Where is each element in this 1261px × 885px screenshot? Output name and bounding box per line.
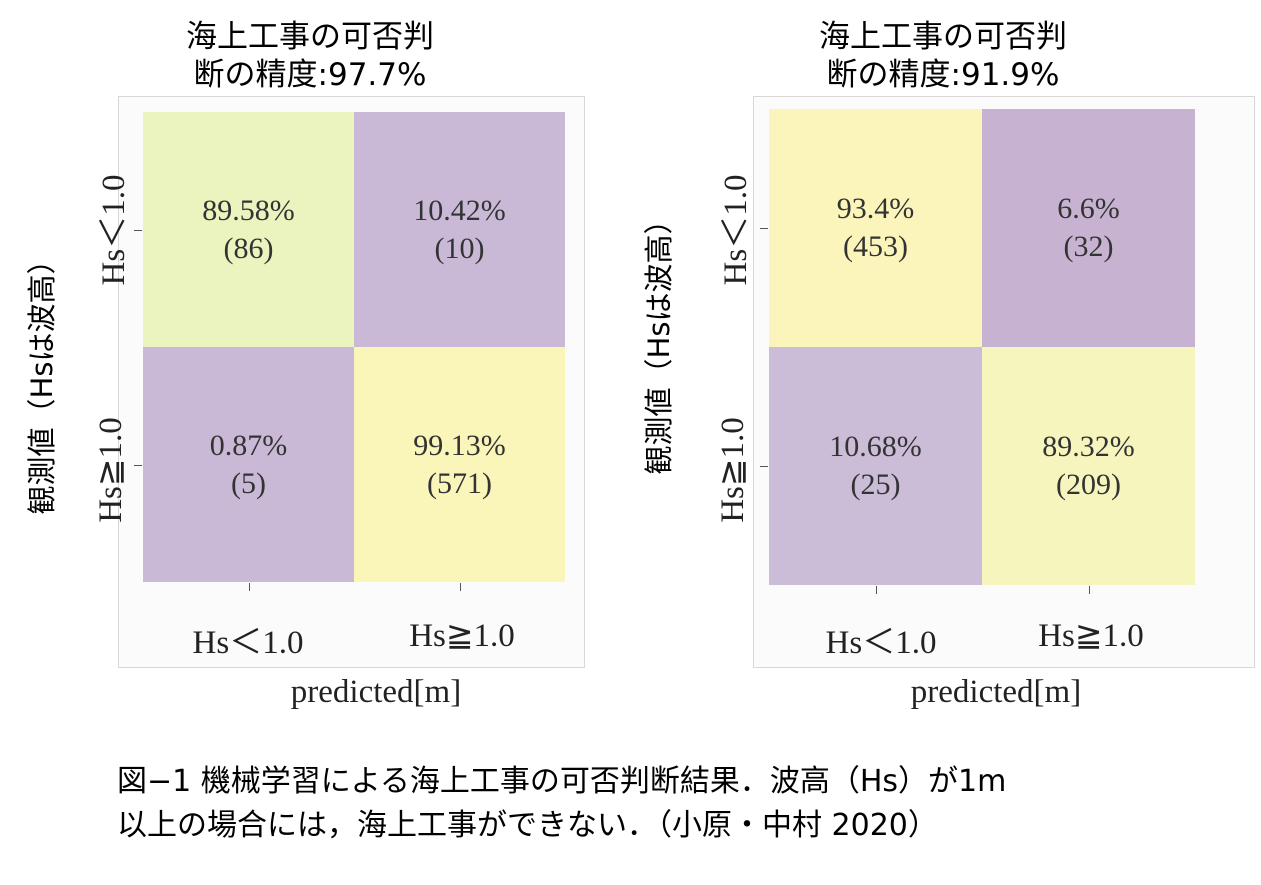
matrix-cell: 6.6% (32) [982,109,1195,347]
y-tick-mark [134,464,142,466]
x-tick-mark [459,583,461,591]
matrix-cell: 99.13% (571) [354,347,565,582]
matrix-cell: 93.4% (453) [769,109,982,347]
cell-percent-label: 6.6% [1057,192,1120,225]
y-tick-label: Hs＜1.0 [96,174,132,286]
y-axis-title: 観測値（Hsは波高） [642,205,676,475]
x-tick-label: Hs≧1.0 [409,618,515,654]
matrix-cell: 0.87% (5) [143,347,354,582]
y-tick-label: Hs≧1.0 [715,417,751,523]
y-tick-label: Hs≧1.0 [93,417,129,523]
cell-count-label: (25) [850,468,901,501]
figure-caption: 図−1 機械学習による海上工事の可否判断結果．波高（Hs）が1m 以上の場合には… [117,760,1247,848]
cell-percent-label: 10.68% [829,430,922,463]
cell-percent-label: 93.4% [836,192,915,225]
matrix-cell: 10.42% (10) [354,112,565,347]
cell-percent-label: 89.58% [202,193,295,227]
title-line: 海上工事の可否判 [819,19,1067,55]
matrix-cell: 89.58% (86) [143,112,354,347]
chart-title: 海上工事の可否判 断の精度:97.7% [0,18,620,94]
y-tick-label: Hs＜1.0 [718,174,754,286]
x-tick-label: Hs≧1.0 [1038,618,1144,654]
accuracy-line: 断の精度:97.7% [193,57,427,93]
matrix-cell: 10.68% (25) [769,347,982,585]
cell-percent-label: 10.42% [413,193,506,227]
x-tick-label: Hs＜1.0 [192,625,304,661]
cell-count-label: (10) [434,231,485,265]
cell-count-label: (571) [427,466,492,500]
x-tick-label: Hs＜1.0 [825,625,937,661]
caption-line-2: 以上の場合には，海上工事ができない．（小原・中村 2020） [117,808,938,843]
x-tick-mark [1088,586,1090,594]
cell-percent-label: 0.87% [209,428,288,462]
matrix-cell: 89.32% (209) [982,347,1195,585]
caption-line-1: 図−1 機械学習による海上工事の可否判断結果．波高（Hs）が1m [117,764,1007,799]
chart-title: 海上工事の可否判 断の精度:91.9% [625,18,1261,94]
title-line: 海上工事の可否判 [186,19,434,55]
confusion-matrix-right: 海上工事の可否判 断の精度:91.9% Hs＜1.0 Hs≧1.0 Hs＜1.0… [625,0,1261,730]
cell-percent-label: 89.32% [1042,430,1135,463]
y-tick-mark [134,229,142,231]
confusion-matrix-left: 海上工事の可否判 断の精度:97.7% Hs＜1.0 Hs≧1.0 Hs＜1.0… [0,0,620,730]
x-axis-title: predicted[m] [290,674,462,710]
cell-count-label: (209) [1056,468,1121,501]
y-tick-mark [760,228,768,229]
y-tick-mark [760,466,768,467]
cell-count-label: (453) [843,230,908,263]
cell-count-label: (86) [223,231,274,265]
x-axis-title: predicted[m] [910,674,1082,710]
accuracy-line: 断の精度:91.9% [826,57,1060,93]
cell-percent-label: 99.13% [413,428,506,462]
cell-count-label: (5) [231,466,266,500]
x-tick-mark [248,583,250,591]
cell-count-label: (32) [1063,230,1114,263]
x-tick-mark [875,586,877,594]
y-axis-title: 観測値（Hsは波高） [25,245,59,515]
